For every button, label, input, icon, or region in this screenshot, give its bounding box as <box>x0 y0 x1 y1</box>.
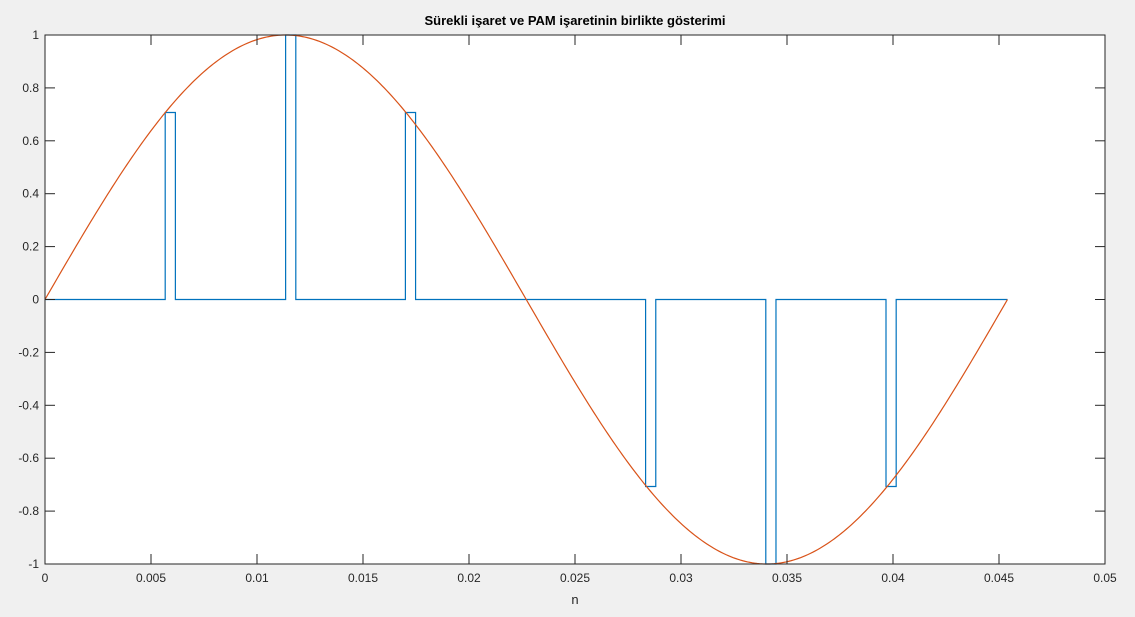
axes-box <box>44 34 1106 565</box>
y-tick-label: -0.4 <box>18 398 39 412</box>
x-tick-label: 0.03 <box>669 571 693 585</box>
y-tick-label: 1 <box>32 28 39 42</box>
x-axis-label: n <box>571 592 578 607</box>
plot-area <box>44 34 1008 565</box>
x-tick-label: 0 <box>42 571 49 585</box>
x-tick-label: 0.025 <box>560 571 590 585</box>
x-tick-label: 0.035 <box>772 571 802 585</box>
y-tick-label: -1 <box>28 557 39 571</box>
continuous-signal-line <box>44 34 1008 565</box>
chart-title: Sürekli işaret ve PAM işaretinin birlikt… <box>424 13 725 28</box>
y-tick-label: 0 <box>32 293 39 307</box>
y-axis-ticks: -1 -0.8 -0.6 -0.4 -0.2 0 0.2 0.4 0.6 0.8 1 <box>18 28 1105 571</box>
x-tick-label: 0.045 <box>984 571 1014 585</box>
y-tick-label: -0.8 <box>18 504 39 518</box>
x-tick-label: 0.04 <box>881 571 905 585</box>
y-tick-label: -0.6 <box>18 451 39 465</box>
x-tick-label: 0.01 <box>245 571 269 585</box>
x-tick-label: 0.02 <box>457 571 481 585</box>
x-axis-ticks: 0 0.005 0.01 0.015 0.02 0.025 0.03 0.035 0.04 0.0… <box>42 35 1117 585</box>
x-tick-label: 0.015 <box>348 571 378 585</box>
y-tick-label: 0.6 <box>22 134 39 148</box>
y-tick-label: 0.2 <box>22 240 39 254</box>
pam-signal-line <box>45 34 1008 565</box>
y-tick-label: 0.4 <box>22 187 39 201</box>
y-tick-label: 0.8 <box>22 81 39 95</box>
y-tick-label: -0.2 <box>18 345 39 359</box>
x-tick-label: 0.005 <box>136 571 166 585</box>
x-tick-label: 0.05 <box>1093 571 1117 585</box>
